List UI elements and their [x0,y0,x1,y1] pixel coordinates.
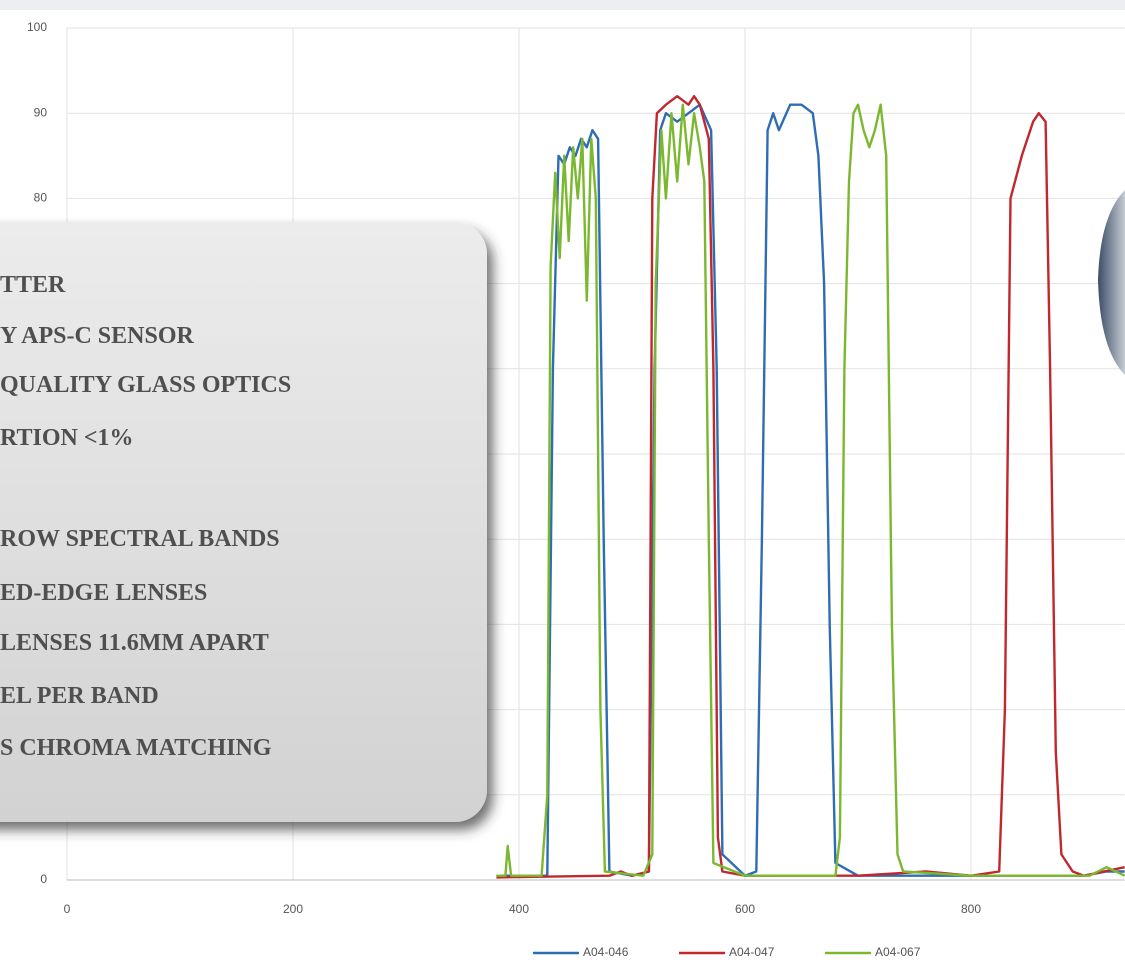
overlay-line: QUALITY GLASS OPTICS [0,372,291,398]
overlay-line: ROW SPECTRAL BANDS [0,526,280,552]
overlay-line: RTION <1% [0,425,134,451]
y-tick-label: 0 [40,872,47,886]
x-tick-label: 400 [509,902,529,916]
x-tick-label: 0 [64,902,71,916]
x-tick-label: 600 [735,902,755,916]
x-tick-label: 800 [961,902,981,916]
lens-image [1098,190,1125,375]
overlay-line: TTER [0,272,66,298]
legend-label: A04-047 [729,945,775,959]
series-line [496,96,1124,877]
series-line [496,105,1124,876]
legend-label: A04-046 [583,945,629,959]
x-tick-label: 200 [283,902,303,916]
y-tick-label: 80 [34,191,48,205]
series-line [496,105,1124,876]
overlay-line: S CHROMA MATCHING [0,735,272,761]
top-strip [0,0,1125,10]
overlay-line: ED-EDGE LENSES [0,580,207,606]
legend-label: A04-067 [875,945,921,959]
y-tick-label: 90 [34,105,48,119]
overlay-box [0,222,487,822]
y-tick-label: 100 [27,20,47,34]
chart: 01020304050607080901000200400600800A04-0… [0,0,1125,973]
overlay-line: Y APS-C SENSOR [0,323,194,349]
overlay-line: LENSES 11.6MM APART [0,630,269,656]
overlay-line: EL PER BAND [0,683,159,709]
